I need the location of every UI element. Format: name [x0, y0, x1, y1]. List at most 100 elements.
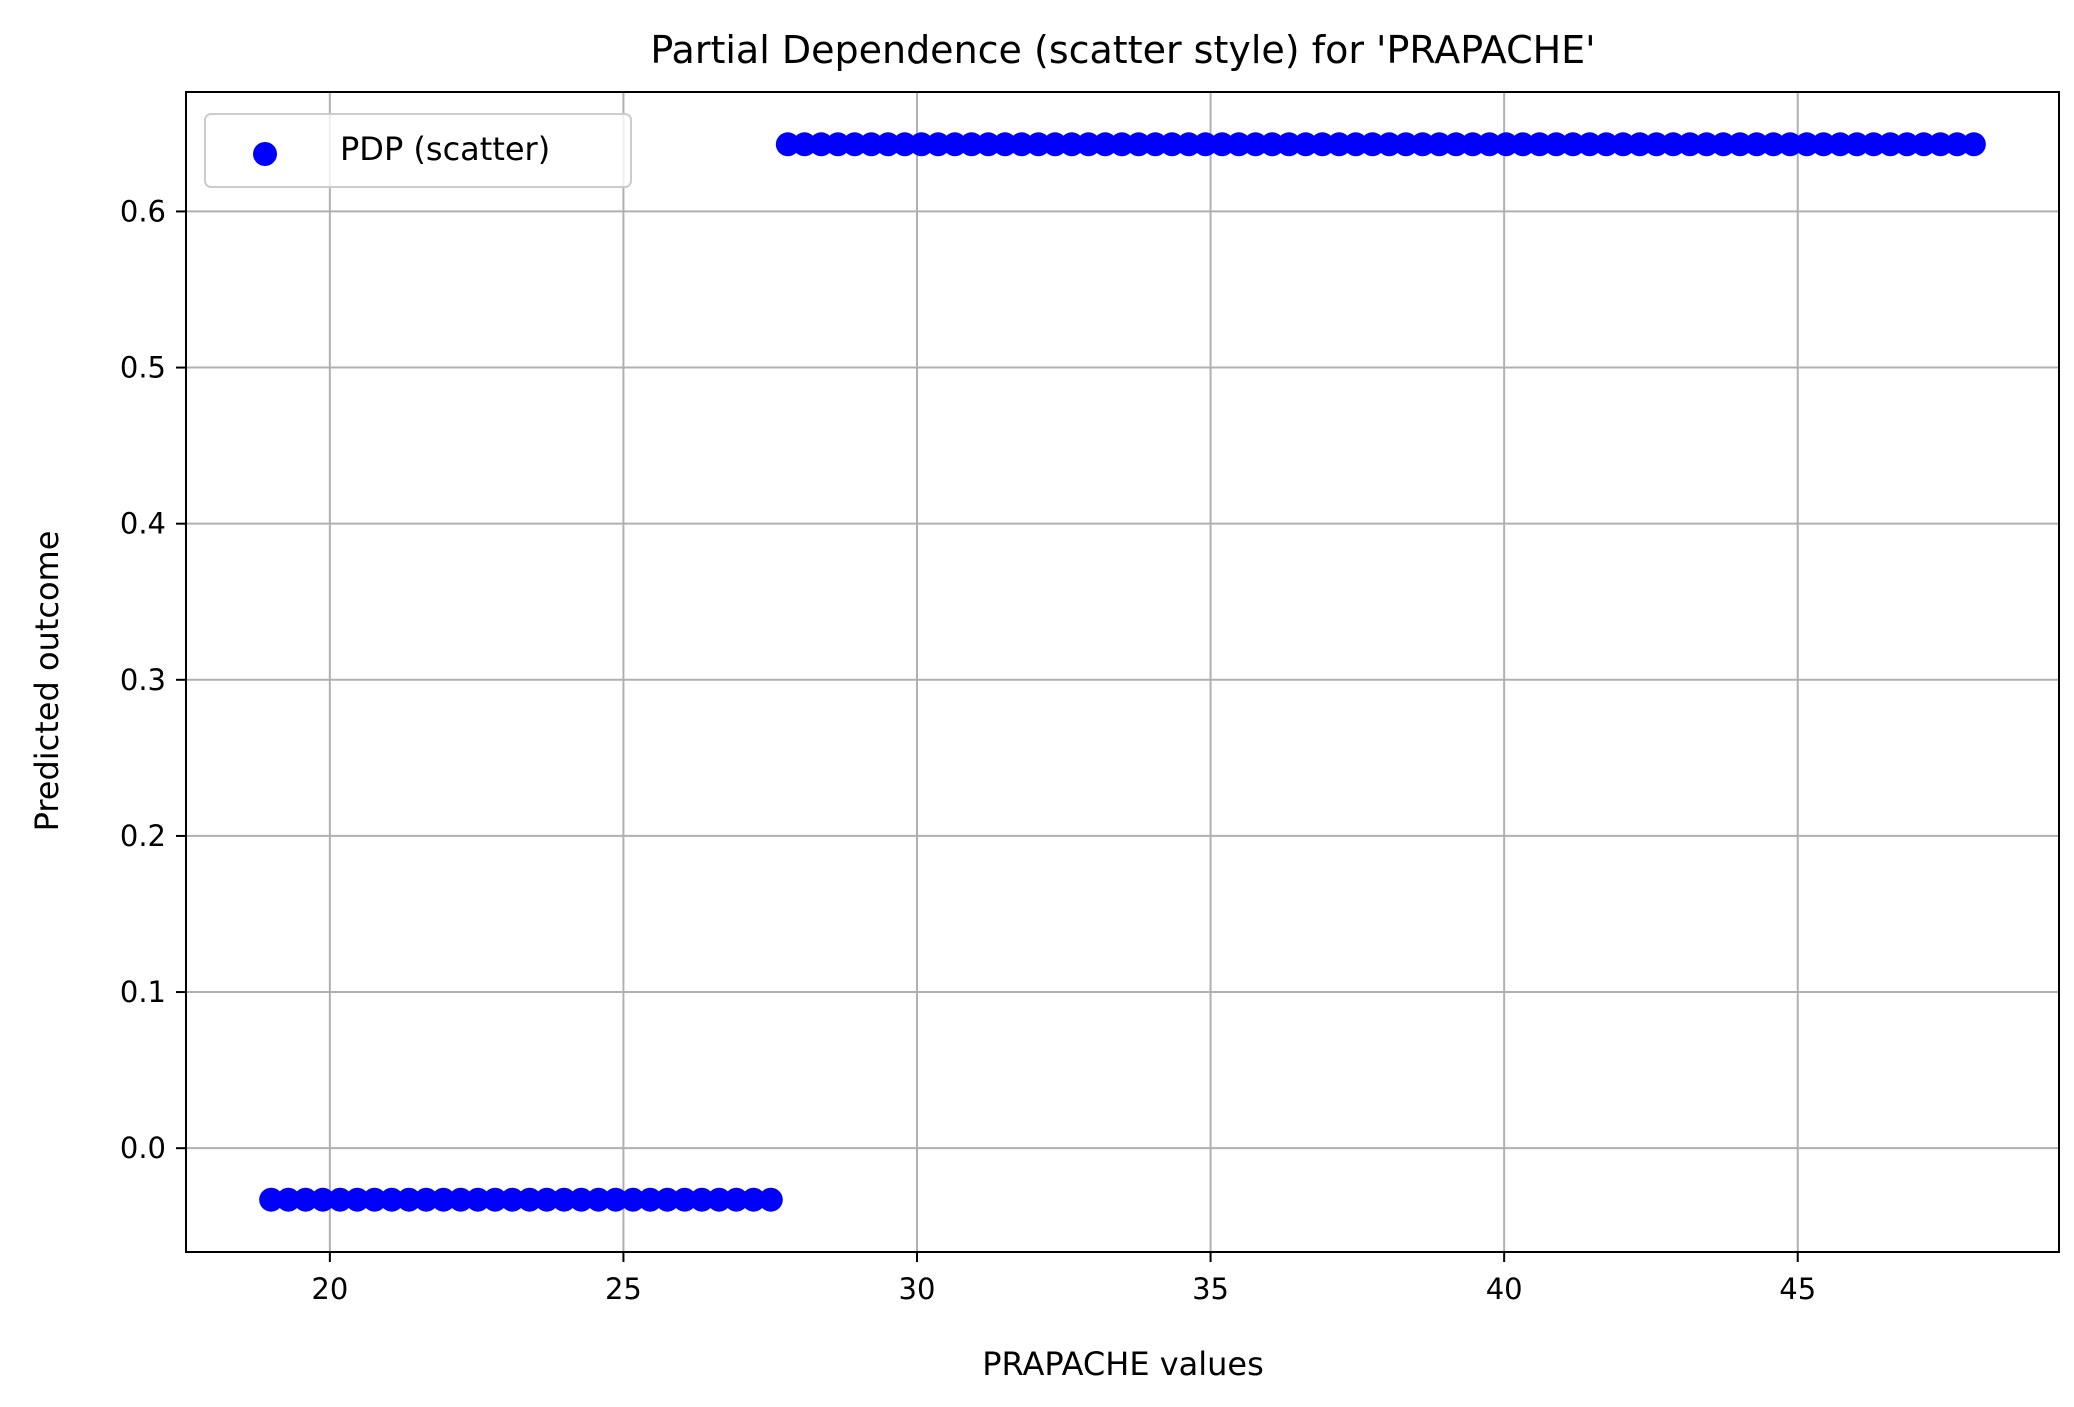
data-point — [1393, 132, 1418, 157]
data-point — [809, 132, 834, 157]
y-axis-label: Predicted outcome — [28, 531, 66, 832]
data-point — [1176, 132, 1201, 157]
data-point — [1377, 132, 1402, 157]
data-point — [293, 1187, 318, 1212]
data-point — [1744, 132, 1769, 157]
data-point — [1076, 132, 1101, 157]
y-tick-label: 0.4 — [120, 507, 166, 541]
legend-marker — [253, 142, 277, 166]
data-point — [259, 1187, 284, 1212]
data-point — [1293, 132, 1318, 157]
data-point — [1460, 132, 1485, 157]
data-point — [1594, 132, 1619, 157]
data-point — [689, 1187, 714, 1212]
data-point — [926, 132, 951, 157]
data-point — [1410, 132, 1435, 157]
x-axis-label: PRAPACHE values — [982, 1345, 1264, 1383]
data-point — [1711, 132, 1736, 157]
data-point — [1009, 132, 1034, 157]
data-point — [1276, 132, 1301, 157]
x-tick-label: 30 — [899, 1272, 936, 1306]
data-point — [1611, 132, 1636, 157]
legend-label: PDP (scatter) — [340, 130, 550, 168]
grid — [186, 92, 2059, 1252]
data-point — [1510, 132, 1535, 157]
data-point — [1160, 132, 1185, 157]
data-point — [876, 132, 901, 157]
data-point — [1794, 132, 1819, 157]
x-tick-label: 45 — [1779, 1272, 1816, 1306]
data-point — [638, 1187, 663, 1212]
data-point — [1911, 132, 1936, 157]
data-point — [1844, 132, 1869, 157]
data-point — [414, 1187, 439, 1212]
data-point — [1109, 132, 1134, 157]
data-points — [259, 132, 1986, 1212]
data-point — [1310, 132, 1335, 157]
x-tick-label: 35 — [1192, 1272, 1229, 1306]
legend: PDP (scatter) — [204, 113, 632, 188]
data-point — [909, 132, 934, 157]
data-point — [1778, 132, 1803, 157]
data-point — [448, 1187, 473, 1212]
data-point — [1661, 132, 1686, 157]
x-tick-label: 20 — [311, 1272, 348, 1306]
data-point — [1226, 132, 1251, 157]
data-point — [1895, 132, 1920, 157]
data-point — [825, 132, 850, 157]
axis-ticks: 20 25 30 35 40 45 0.0 0.1 0.2 0.3 0.4 0.5 0.6 — [120, 194, 1816, 1306]
data-point — [655, 1187, 680, 1212]
data-point — [1761, 132, 1786, 157]
data-point — [707, 1187, 732, 1212]
data-point — [1961, 132, 1986, 157]
data-point — [859, 132, 884, 157]
data-point — [1560, 132, 1585, 157]
data-point — [586, 1187, 611, 1212]
data-point — [603, 1187, 628, 1212]
data-point — [1577, 132, 1602, 157]
data-point — [276, 1187, 301, 1212]
data-point — [672, 1187, 697, 1212]
data-point — [1494, 132, 1519, 157]
y-tick-label: 0.3 — [120, 663, 166, 697]
data-point — [1327, 132, 1352, 157]
data-point — [1243, 132, 1268, 157]
data-point — [396, 1187, 421, 1212]
data-point — [892, 132, 917, 157]
y-tick-label: 0.2 — [120, 819, 166, 853]
data-point — [1059, 132, 1084, 157]
data-point — [775, 132, 800, 157]
data-point — [1343, 132, 1368, 157]
y-tick-label: 0.5 — [120, 351, 166, 385]
y-tick-label: 0.1 — [120, 975, 166, 1009]
data-point — [741, 1187, 766, 1212]
data-point — [1727, 132, 1752, 157]
data-point — [517, 1187, 542, 1212]
data-point — [1627, 132, 1652, 157]
data-point — [724, 1187, 749, 1212]
data-point — [431, 1187, 456, 1212]
data-point — [379, 1187, 404, 1212]
data-point — [1928, 132, 1953, 157]
data-point — [1527, 132, 1552, 157]
data-point — [1477, 132, 1502, 157]
data-point — [1444, 132, 1469, 157]
data-point — [1677, 132, 1702, 157]
data-point — [758, 1187, 783, 1212]
data-point — [1260, 132, 1285, 157]
data-point — [1210, 132, 1235, 157]
data-point — [1694, 132, 1719, 157]
data-point — [500, 1187, 525, 1212]
data-point — [534, 1187, 559, 1212]
data-point — [465, 1187, 490, 1212]
data-point — [1945, 132, 1970, 157]
data-point — [1427, 132, 1452, 157]
data-point — [1544, 132, 1569, 157]
data-point — [1193, 132, 1218, 157]
data-point — [1861, 132, 1886, 157]
data-point — [792, 132, 817, 157]
data-point — [1026, 132, 1051, 157]
data-point — [345, 1187, 370, 1212]
data-point — [942, 132, 967, 157]
